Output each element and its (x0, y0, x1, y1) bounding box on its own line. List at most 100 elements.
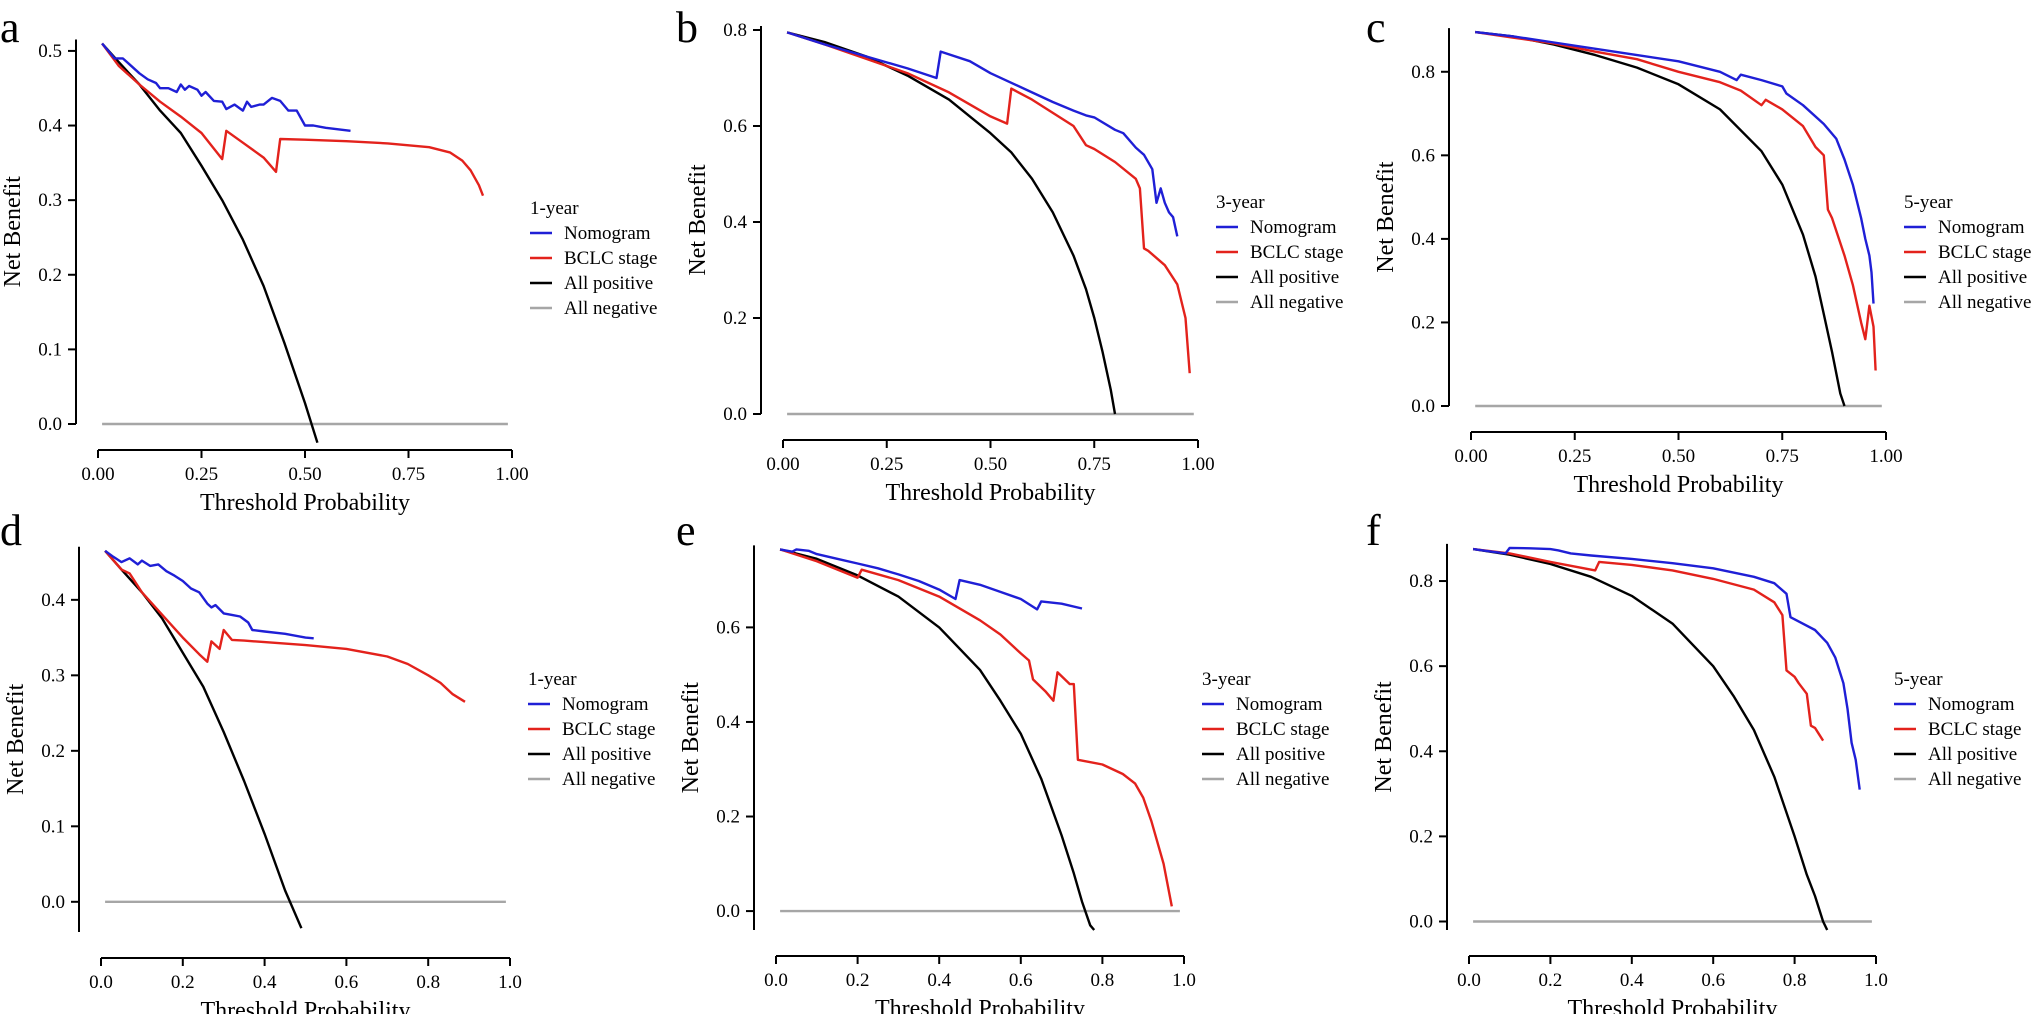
panel-letter-c: c (1366, 3, 1386, 52)
legend-label: Nomogram (562, 694, 649, 715)
panel-letter-d: d (0, 506, 22, 555)
chart-panel-d: d 0.0 0.1 0.2 0.3 0.4 0.0 0.2 0.4 0.6 0.8 1.0 Thresh… (0, 506, 655, 1014)
x-tick-label: 0.25 (1558, 446, 1591, 467)
y-tick-label: 0.6 (723, 116, 747, 137)
x-tick-label: 0.50 (1662, 446, 1695, 467)
y-tick-label: 0.5 (38, 41, 62, 62)
y-tick-label: 0.2 (716, 807, 740, 828)
legend-title: 5-year (1904, 192, 1953, 213)
legend: 3-year Nomogram BCLC stage All positive All … (1216, 192, 1343, 313)
y-axis-title: Net Benefit (685, 164, 711, 276)
legend-label: BCLC stage (1938, 242, 2031, 263)
legend-title: 3-year (1202, 669, 1251, 690)
legend: 3-year Nomogram BCLC stage All positive All … (1202, 669, 1329, 790)
x-tick-label: 0.8 (416, 972, 440, 993)
x-tick-label: 0.6 (335, 972, 359, 993)
y-tick-label: 0.4 (38, 116, 62, 137)
legend: 1-year Nomogram BCLC stage All positive All … (530, 198, 657, 319)
x-tick-label: 0.4 (927, 970, 951, 991)
x-tick-label: 0.0 (764, 970, 788, 991)
legend: 5-year Nomogram BCLC stage All positive All … (1894, 669, 2021, 790)
x-tick-label: 1.0 (1172, 970, 1196, 991)
y-axis-title: Net Benefit (678, 682, 704, 794)
x-tick-label: 0.00 (766, 454, 799, 475)
series-line-all-positive (786, 31, 1117, 415)
legend-label: All positive (1928, 744, 2017, 765)
x-tick-label: 0.0 (89, 972, 113, 993)
y-tick-label: 0.0 (38, 414, 62, 435)
chart-panel-e: e 0.0 0.2 0.4 0.6 0.0 0.2 0.4 0.6 0.8 1.0 Threshold… (676, 506, 1329, 1014)
panel-letter-a: a (0, 3, 20, 52)
legend-label: Nomogram (1250, 217, 1337, 238)
y-tick-label: 0.2 (1409, 826, 1433, 847)
x-tick-label: 1.00 (495, 464, 528, 485)
x-tick-label: 1.0 (498, 972, 522, 993)
x-tick-label: 0.6 (1009, 970, 1033, 991)
y-tick-label: 0.8 (1409, 571, 1433, 592)
y-tick-label: 0.6 (1411, 145, 1435, 166)
y-tick-label: 0.0 (716, 901, 740, 922)
x-tick-label: 0.50 (974, 454, 1007, 475)
y-tick-label: 0.4 (723, 212, 747, 233)
x-tick-label: 1.00 (1181, 454, 1214, 475)
legend-label: BCLC stage (1236, 719, 1329, 740)
legend-label: All negative (1250, 292, 1343, 313)
y-tick-label: 0.3 (41, 665, 65, 686)
series-line-bclc-stage (1475, 30, 1877, 371)
y-tick-label: 0.4 (41, 590, 65, 611)
legend-label: All negative (562, 769, 655, 790)
x-tick-label: 0.75 (392, 464, 425, 485)
x-tick-label: 0.25 (870, 454, 903, 475)
series-line-nomogram (786, 31, 1179, 237)
y-tick-label: 0.8 (1411, 62, 1435, 83)
panel-letter-b: b (676, 3, 698, 52)
y-tick-label: 0.2 (41, 741, 65, 762)
legend: 5-year Nomogram BCLC stage All positive All … (1904, 192, 2031, 313)
legend-label: All negative (1236, 769, 1329, 790)
legend-label: Nomogram (564, 223, 651, 244)
legend-label: BCLC stage (562, 719, 655, 740)
x-axis-title: Threshold Probability (201, 998, 411, 1014)
panel-letter-f: f (1366, 506, 1381, 555)
y-tick-label: 0.8 (723, 20, 747, 41)
series-line-nomogram (101, 42, 351, 132)
x-axis-title: Threshold Probability (1568, 996, 1778, 1014)
y-tick-label: 0.1 (41, 816, 65, 837)
y-tick-label: 0.4 (1409, 741, 1433, 762)
y-tick-label: 0.1 (38, 339, 62, 360)
legend-label: All positive (562, 744, 651, 765)
x-axis-title: Threshold Probability (886, 480, 1096, 506)
x-tick-label: 0.6 (1701, 970, 1725, 991)
series-line-nomogram (1472, 546, 1861, 790)
chart-panel-b: b 0.0 0.2 0.4 0.6 0.8 0.00 0.25 0.50 0.75 1.00 Thre… (676, 3, 1343, 506)
x-tick-label: 1.00 (1869, 446, 1902, 467)
x-tick-label: 0.8 (1783, 970, 1807, 991)
legend-title: 1-year (528, 669, 577, 690)
chart-panel-c: c 0.0 0.2 0.4 0.6 0.8 0.00 0.25 0.50 0.75 1.00 Thre… (1366, 3, 2031, 498)
series-line-nomogram (779, 548, 1083, 611)
y-axis-title: Net Benefit (3, 683, 29, 795)
x-tick-label: 0.75 (1078, 454, 1111, 475)
series-line-all-positive (779, 548, 1096, 931)
y-tick-label: 0.0 (1411, 396, 1435, 417)
legend-label: All positive (564, 273, 653, 294)
series-line-bclc-stage (779, 548, 1173, 907)
x-tick-label: 0.8 (1091, 970, 1115, 991)
legend-label: All negative (1928, 769, 2021, 790)
x-tick-label: 0.4 (1620, 970, 1644, 991)
legend-title: 3-year (1216, 192, 1265, 213)
x-axis-title: Threshold Probability (200, 490, 410, 516)
x-tick-label: 0.00 (81, 464, 114, 485)
y-axis-title: Net Benefit (1371, 681, 1397, 793)
series-line-all-positive (101, 42, 319, 444)
series-line-bclc-stage (786, 31, 1191, 374)
x-tick-label: 0.4 (253, 972, 277, 993)
legend-label: BCLC stage (1928, 719, 2021, 740)
x-tick-label: 0.2 (1539, 970, 1563, 991)
legend-label: All positive (1938, 267, 2027, 288)
panel-letter-e: e (676, 506, 696, 555)
legend-label: BCLC stage (564, 248, 657, 269)
x-tick-label: 0.2 (846, 970, 870, 991)
y-axis-title: Net Benefit (0, 176, 26, 288)
